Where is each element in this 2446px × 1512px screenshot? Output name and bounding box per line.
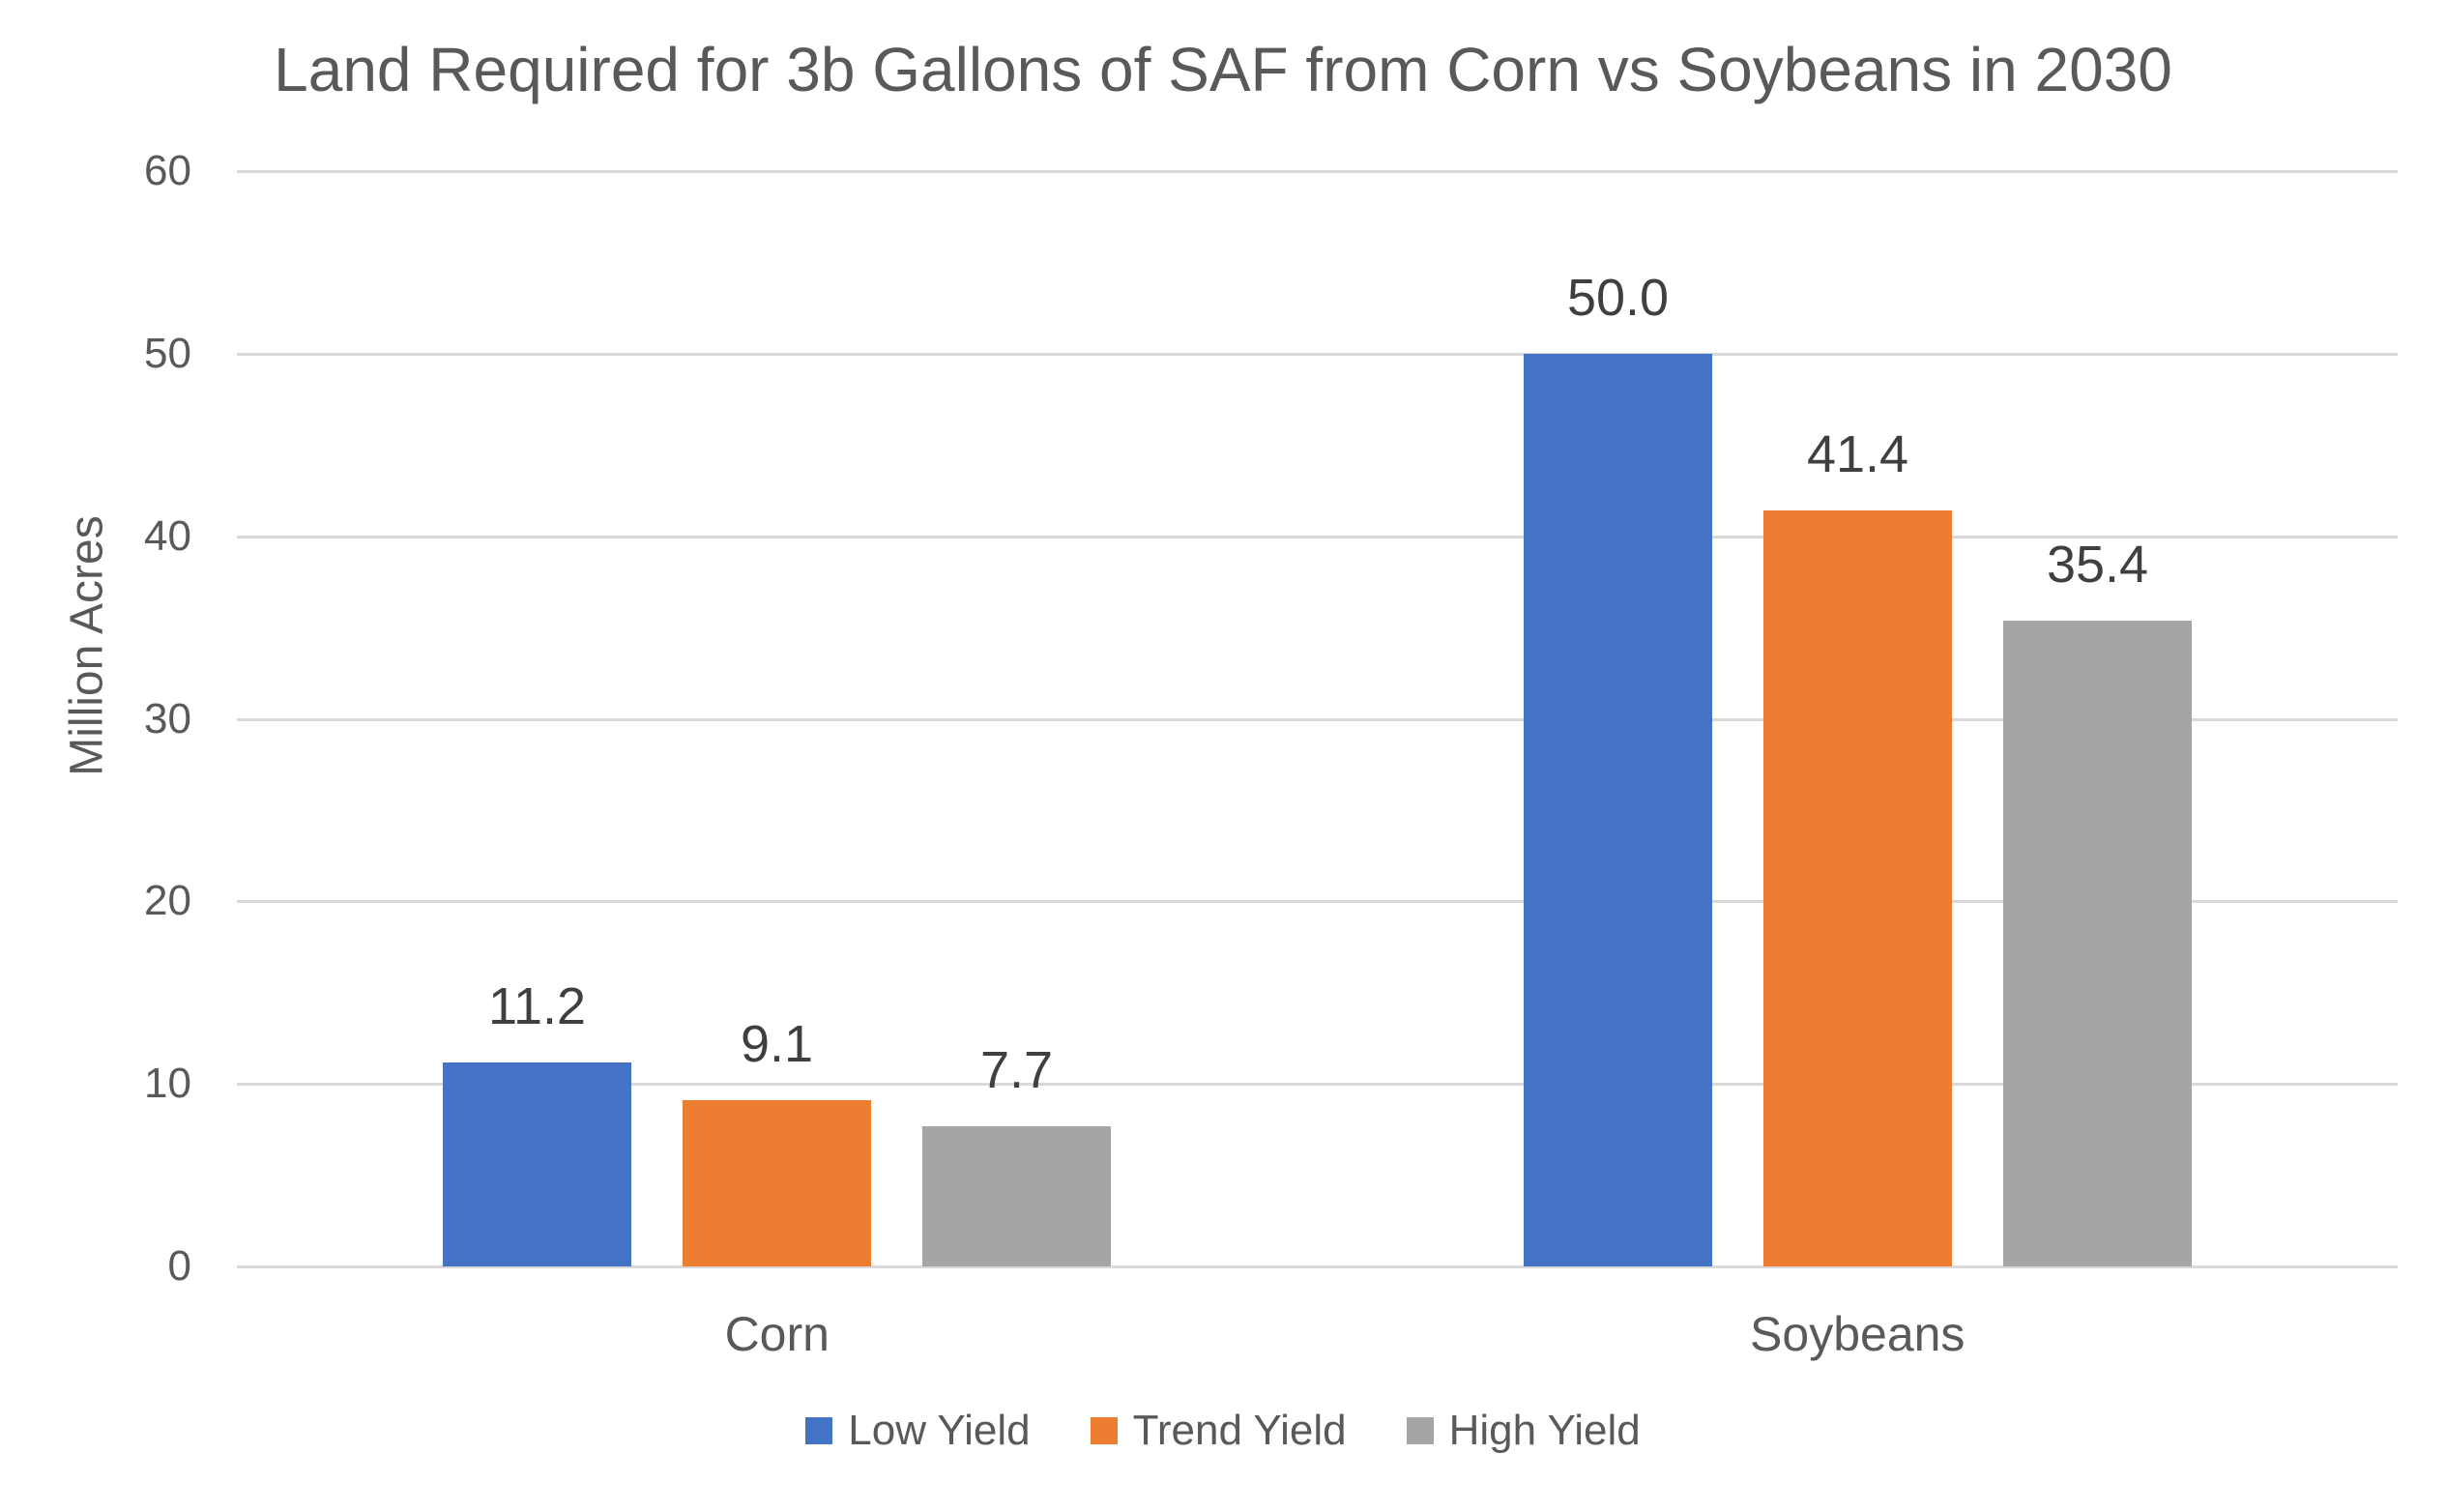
data-label-corn-trend-yield: 9.1: [740, 1015, 814, 1073]
gridline-0: [237, 1265, 2398, 1268]
bar-corn-low-yield[interactable]: [443, 1062, 631, 1266]
data-label-soybeans-low-yield: 50.0: [1566, 269, 1670, 327]
y-tick-label-10: 10: [144, 1060, 191, 1108]
gridline-60: [237, 170, 2398, 173]
bar-soybeans-low-yield[interactable]: [1524, 354, 1712, 1266]
y-tick-label-40: 40: [144, 511, 191, 560]
category-label-soybeans: Soybeans: [1750, 1307, 1966, 1361]
data-label-soybeans-high-yield: 35.4: [2046, 536, 2149, 594]
gridline-40: [237, 535, 2398, 538]
legend-item-high-yield[interactable]: High Yield: [1406, 1407, 1641, 1455]
y-tick-label-60: 60: [144, 147, 191, 194]
legend-swatch-icon: [1406, 1417, 1434, 1444]
legend-label: Low Yield: [848, 1407, 1031, 1454]
data-label-soybeans-trend-yield: 41.4: [1806, 425, 1909, 483]
data-label-corn-high-yield: 7.7: [979, 1041, 1054, 1099]
legend-swatch-icon: [1090, 1417, 1118, 1444]
bar-corn-high-yield[interactable]: [922, 1126, 1111, 1266]
gridline-30: [237, 717, 2398, 721]
legend-swatch-icon: [805, 1417, 833, 1444]
data-label-corn-low-yield: 11.2: [487, 977, 587, 1035]
chart-title: Land Required for 3b Gallons of SAF from…: [274, 35, 2172, 104]
legend-item-trend-yield[interactable]: Trend Yield: [1090, 1407, 1347, 1455]
gridline-50: [237, 352, 2398, 356]
y-tick-label-50: 50: [144, 329, 191, 377]
legend: Low Yield Trend Yield High Yield: [0, 1407, 2446, 1455]
legend-label: Trend Yield: [1132, 1407, 1347, 1454]
gridline-10: [237, 1083, 2398, 1087]
gridline-20: [237, 900, 2398, 904]
y-tick-label-30: 30: [144, 694, 191, 742]
y-tick-label-20: 20: [144, 877, 191, 925]
bar-soybeans-high-yield[interactable]: [2003, 621, 2192, 1266]
legend-item-low-yield[interactable]: Low Yield: [805, 1407, 1031, 1455]
bar-soybeans-trend-yield[interactable]: [1763, 510, 1952, 1266]
y-tick-label-0: 0: [167, 1242, 191, 1290]
category-label-corn: Corn: [724, 1307, 830, 1361]
legend-label: High Yield: [1448, 1407, 1641, 1454]
bar-corn-trend-yield[interactable]: [683, 1100, 871, 1266]
